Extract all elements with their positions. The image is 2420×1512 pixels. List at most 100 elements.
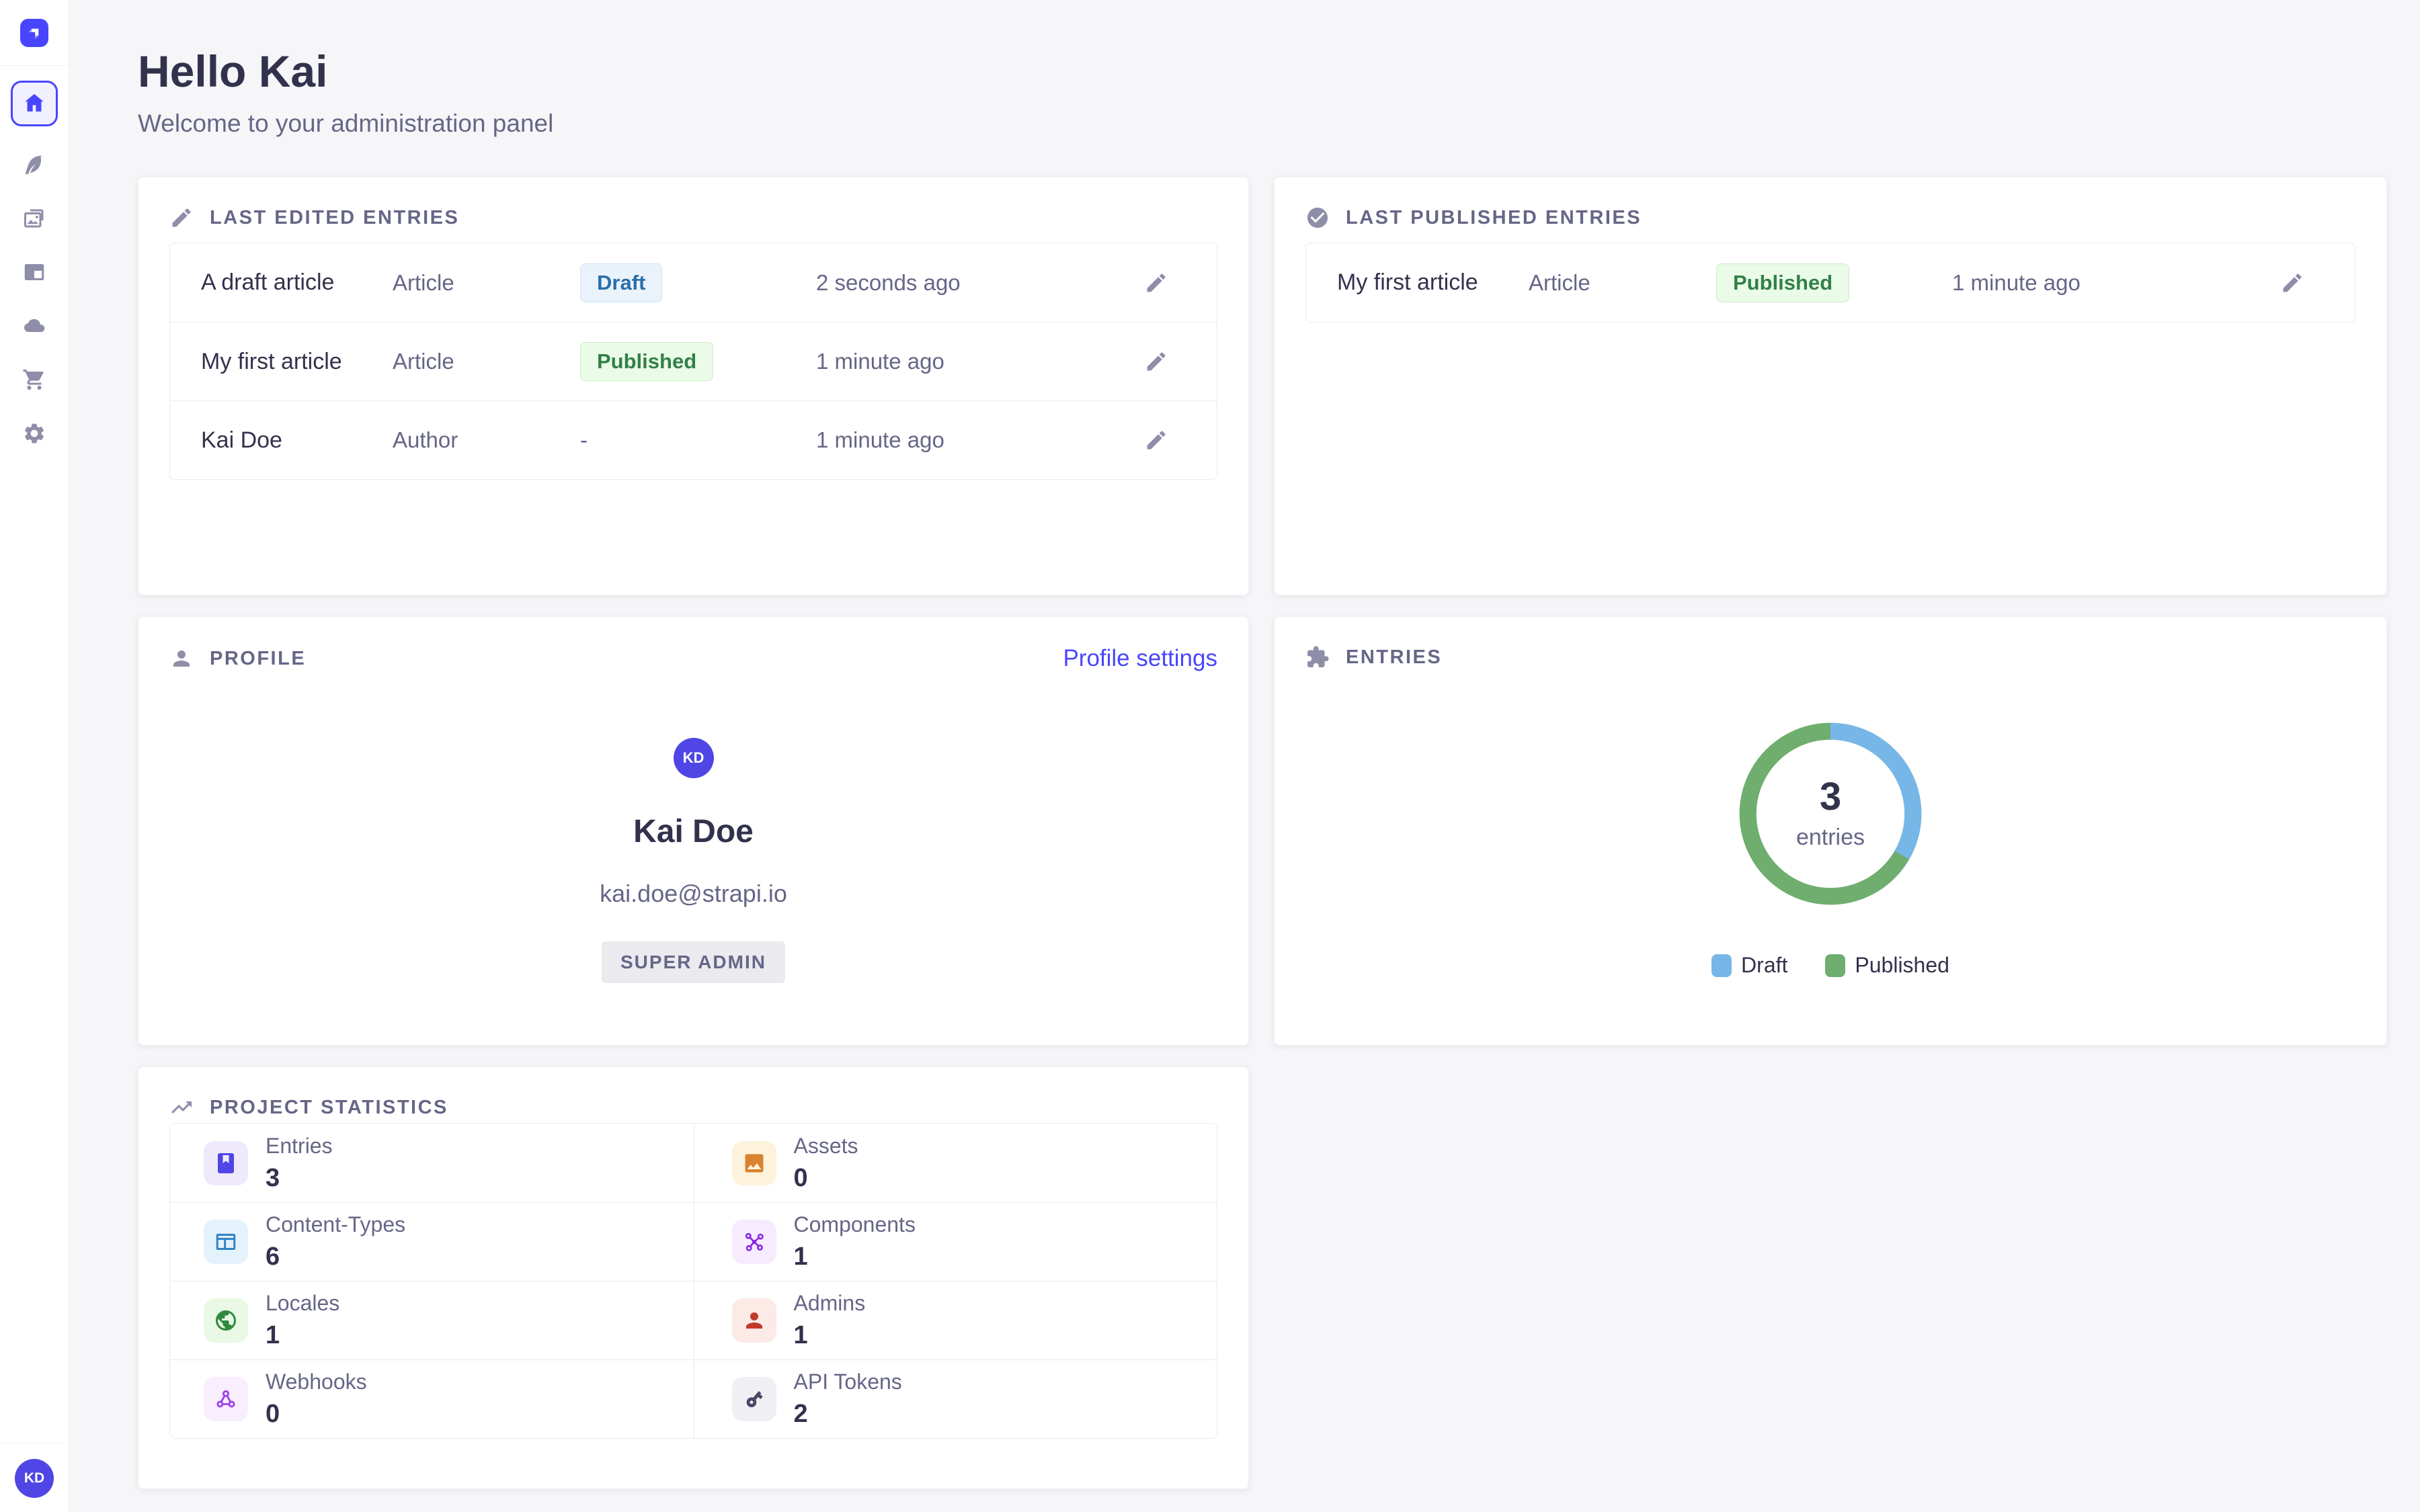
profile-settings-link[interactable]: Profile settings: [1063, 645, 1217, 671]
stat-value: 6: [266, 1243, 280, 1271]
book-icon: [204, 1140, 248, 1185]
sidebar-item-settings[interactable]: [19, 418, 50, 449]
legend-label: Published: [1855, 953, 1949, 977]
globe-icon: [204, 1298, 248, 1343]
picture-icon: [731, 1140, 776, 1185]
entries-donut-chart: 3 entries: [1275, 716, 2386, 911]
stat-webhooks: Webhooks 0: [170, 1359, 694, 1438]
stat-components: Components 1: [693, 1202, 1217, 1281]
legend-label: Draft: [1741, 953, 1788, 977]
sidebar-item-content-manager[interactable]: [19, 149, 50, 180]
role-badge: SUPER ADMIN: [602, 941, 785, 983]
entries-chart-card: ENTRIES 3 entries Draft Published: [1274, 616, 2387, 1046]
entry-type: Article: [1529, 269, 1590, 295]
stat-label: Content-Types: [266, 1212, 406, 1236]
stat-admins: Admins 1: [693, 1281, 1217, 1359]
status-badge: Published: [1716, 263, 1850, 302]
key-icon: [731, 1377, 776, 1421]
stat-label: Locales: [266, 1291, 340, 1315]
person-icon: [731, 1298, 776, 1343]
stat-locales: Locales 1: [170, 1281, 694, 1359]
draft-swatch-icon: [1711, 954, 1732, 977]
stat-label: Assets: [793, 1133, 858, 1158]
stat-assets: Assets 0: [693, 1124, 1217, 1202]
edit-pencil-icon[interactable]: [1144, 271, 1168, 295]
last-published-entries-card: LAST PUBLISHED ENTRIES My first article …: [1274, 177, 2387, 595]
stat-entries: Entries 3: [170, 1124, 694, 1202]
published-swatch-icon: [1825, 954, 1846, 977]
stat-value: 2: [793, 1400, 808, 1428]
stat-content-types: Content-Types 6: [170, 1202, 694, 1281]
feather-icon: [25, 155, 43, 175]
edit-pencil-icon[interactable]: [1144, 428, 1168, 452]
strapi-glyph-icon: [28, 28, 39, 39]
card-title: PROFILE: [210, 647, 307, 669]
entry-time: 1 minute ago: [1952, 269, 2081, 295]
webhook-icon: [204, 1377, 248, 1421]
card-title: LAST EDITED ENTRIES: [210, 206, 460, 228]
table-row[interactable]: Kai Doe Author - 1 minute ago: [170, 401, 1217, 479]
trending-up-icon: [169, 1095, 194, 1120]
last-published-table: My first article Article Published 1 min…: [1305, 243, 2355, 323]
card-title: ENTRIES: [1346, 646, 1443, 668]
layout-icon: [204, 1220, 248, 1264]
sidebar-item-content-type-builder[interactable]: [19, 257, 50, 288]
status-badge: Draft: [580, 263, 663, 302]
entry-status-empty: -: [580, 427, 588, 452]
sidebar-item-cloud[interactable]: [19, 310, 50, 341]
stat-label: Components: [793, 1212, 916, 1236]
layout-icon: [24, 264, 44, 280]
sidebar-item-home[interactable]: [11, 81, 58, 126]
table-row[interactable]: My first article Article Published 1 min…: [170, 322, 1217, 401]
card-title: PROJECT STATISTICS: [210, 1096, 448, 1118]
table-row[interactable]: A draft article Article Draft 2 seconds …: [170, 243, 1217, 322]
entry-type: Author: [393, 427, 458, 452]
entry-type: Article: [393, 269, 454, 295]
legend-item-published: Published: [1825, 953, 1949, 978]
stat-value: 0: [266, 1400, 280, 1428]
last-edited-entries-card: LAST EDITED ENTRIES A draft article Arti…: [138, 177, 1249, 595]
nodes-icon: [731, 1220, 776, 1264]
edit-pencil-icon[interactable]: [2280, 271, 2304, 295]
stat-label: Webhooks: [266, 1370, 367, 1394]
stat-value: 1: [266, 1321, 280, 1349]
stat-label: Admins: [793, 1291, 866, 1315]
home-icon: [25, 93, 44, 112]
table-row[interactable]: My first article Article Published 1 min…: [1306, 243, 2355, 322]
stat-value: 0: [793, 1163, 808, 1192]
entry-name: A draft article: [201, 269, 335, 295]
stat-value: 3: [266, 1163, 280, 1192]
profile-email: kai.doe@strapi.io: [600, 880, 787, 907]
profile-name: Kai Doe: [633, 814, 754, 849]
sidebar-item-media-library[interactable]: [19, 203, 50, 234]
status-badge: Published: [580, 342, 714, 381]
puzzle-icon: [1305, 645, 1330, 669]
edit-pencil-icon[interactable]: [1144, 349, 1168, 374]
legend-item-draft: Draft: [1711, 953, 1787, 978]
cloud-icon: [24, 319, 45, 332]
user-avatar[interactable]: KD: [15, 1459, 54, 1498]
chart-legend: Draft Published: [1275, 953, 2386, 978]
entry-name: My first article: [1337, 269, 1478, 295]
profile-card: PROFILE Profile settings KD Kai Doe kai.…: [138, 616, 1249, 1046]
stat-value: 1: [793, 1243, 808, 1271]
entry-name: My first article: [201, 348, 342, 374]
entry-type: Article: [393, 349, 454, 374]
stat-label: Entries: [266, 1133, 333, 1158]
strapi-logo-icon[interactable]: [20, 19, 48, 47]
last-edited-table: A draft article Article Draft 2 seconds …: [169, 243, 1217, 480]
entry-name: Kai Doe: [201, 427, 282, 453]
page-title: Hello Kai: [138, 46, 328, 96]
stats-table: Entries 3 Assets 0 Content-Types 6: [169, 1123, 1217, 1439]
sidebar-item-marketplace[interactable]: [19, 364, 50, 395]
entry-time: 1 minute ago: [816, 427, 944, 452]
entry-time: 2 seconds ago: [816, 269, 961, 295]
page-subtitle: Welcome to your administration panel: [138, 109, 554, 137]
person-icon: [169, 646, 194, 671]
logo-section: [0, 0, 69, 66]
stat-api-tokens: API Tokens 2: [693, 1359, 1217, 1438]
entries-total: 3: [1819, 774, 1842, 818]
stat-value: 1: [793, 1321, 808, 1349]
project-statistics-card: PROJECT STATISTICS Entries 3 Assets 0: [138, 1066, 1249, 1489]
cart-icon: [23, 370, 44, 390]
